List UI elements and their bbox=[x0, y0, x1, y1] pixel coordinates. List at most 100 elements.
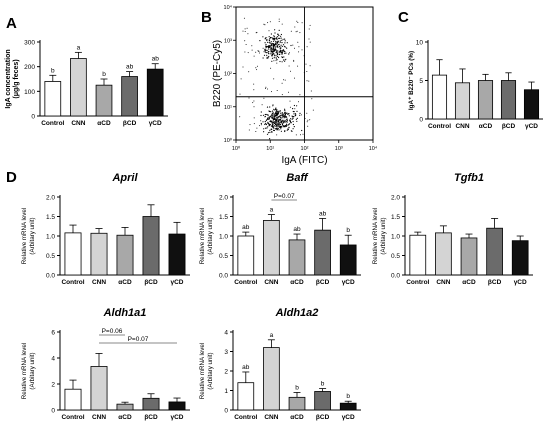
bar-0 bbox=[64, 232, 82, 276]
event-dot bbox=[285, 123, 288, 125]
y-tick-label: 5 bbox=[419, 78, 423, 85]
y-axis-label: (Arbitary unit) bbox=[29, 352, 36, 389]
event-dot bbox=[272, 47, 274, 49]
event-dot bbox=[267, 88, 269, 90]
event-dot bbox=[294, 114, 296, 116]
event-dot bbox=[281, 56, 283, 58]
y-tick-label: 100 bbox=[24, 89, 35, 96]
event-dot bbox=[275, 121, 277, 124]
event-dot bbox=[276, 129, 278, 131]
event-dot bbox=[270, 120, 272, 122]
event-dot bbox=[271, 120, 273, 122]
event-dot bbox=[289, 123, 291, 125]
event-dot bbox=[271, 42, 273, 44]
y-tick-label: 2.0 bbox=[391, 195, 400, 202]
y-axis-label: Relative mRNA level bbox=[199, 208, 206, 264]
bar-3 bbox=[142, 216, 160, 276]
event-dot bbox=[301, 49, 303, 51]
event-dot bbox=[282, 117, 284, 119]
event-dot bbox=[286, 47, 288, 49]
event-dot bbox=[272, 126, 274, 128]
bar-1 bbox=[90, 366, 108, 411]
bar-2 bbox=[288, 239, 306, 276]
event-dot bbox=[277, 117, 279, 119]
event-dot bbox=[270, 33, 272, 35]
event-dot bbox=[276, 62, 278, 64]
y-axis-label: (Arbitary unit) bbox=[29, 217, 36, 254]
event-dot bbox=[270, 51, 272, 53]
event-dot bbox=[269, 120, 271, 122]
panel-label-b: B bbox=[201, 9, 212, 26]
event-dot bbox=[275, 111, 277, 113]
x-tick-label: γCD bbox=[342, 279, 355, 286]
x-tick-label: Control bbox=[41, 120, 64, 127]
event-dot bbox=[277, 113, 279, 115]
x-tick-label: Control bbox=[234, 414, 257, 421]
y-axis-label: IgA⁺ B220⁻ PCs (%) bbox=[408, 51, 415, 110]
event-dot bbox=[288, 53, 290, 55]
event-dot bbox=[303, 55, 305, 57]
y-axis-label: (Arbitary unit) bbox=[380, 217, 387, 254]
event-dot bbox=[273, 121, 276, 123]
event-dot bbox=[269, 138, 271, 140]
event-dot bbox=[302, 133, 304, 135]
event-dot bbox=[247, 52, 249, 54]
event-dot bbox=[294, 26, 296, 28]
event-dot bbox=[310, 90, 312, 92]
event-dot bbox=[280, 35, 282, 37]
event-dot bbox=[306, 112, 308, 114]
event-dot bbox=[301, 129, 303, 132]
event-dot bbox=[265, 43, 267, 46]
event-dot bbox=[311, 98, 313, 100]
bar-0 bbox=[431, 74, 448, 120]
event-dot bbox=[290, 44, 292, 47]
x-tick-label: βCD bbox=[502, 123, 516, 130]
event-dot bbox=[284, 112, 286, 114]
event-dot bbox=[271, 47, 273, 49]
event-dot bbox=[265, 113, 267, 116]
event-dot bbox=[279, 45, 281, 48]
event-dot bbox=[308, 80, 310, 82]
event-dot bbox=[264, 50, 266, 52]
chart-title: Tgfb1 bbox=[454, 172, 484, 184]
y-tick-label: 10¹ bbox=[224, 105, 232, 111]
bar-2 bbox=[95, 84, 113, 117]
event-dot bbox=[267, 118, 269, 120]
event-dot bbox=[267, 117, 269, 119]
event-dot bbox=[265, 45, 267, 47]
event-dot bbox=[271, 57, 274, 59]
event-dot bbox=[268, 42, 270, 44]
x-tick-label: γCD bbox=[514, 279, 527, 286]
bar-3 bbox=[314, 229, 331, 276]
bar-4 bbox=[339, 244, 357, 276]
event-dot bbox=[299, 112, 301, 114]
event-dot bbox=[269, 129, 271, 131]
event-dot bbox=[273, 114, 275, 116]
event-dot bbox=[284, 109, 286, 111]
event-dot bbox=[267, 114, 269, 116]
event-dot bbox=[281, 112, 283, 114]
event-dot bbox=[278, 129, 280, 131]
event-dot bbox=[269, 45, 271, 47]
event-dot bbox=[265, 86, 267, 88]
event-dot bbox=[281, 123, 284, 125]
event-dot bbox=[308, 38, 310, 40]
event-dot bbox=[276, 50, 278, 53]
event-dot bbox=[273, 45, 275, 47]
event-dot bbox=[275, 122, 277, 124]
event-dot bbox=[283, 56, 285, 58]
event-dot bbox=[284, 125, 286, 127]
x-tick-label: αCD bbox=[290, 414, 304, 421]
sig-letter: b bbox=[102, 71, 106, 78]
event-dot bbox=[307, 119, 309, 121]
event-dot bbox=[253, 83, 255, 85]
panel-label-c: C bbox=[398, 9, 409, 26]
event-dot bbox=[276, 90, 278, 91]
event-dot bbox=[258, 52, 260, 54]
sig-letter: b bbox=[346, 393, 350, 400]
event-dot bbox=[277, 37, 279, 40]
event-dot bbox=[281, 53, 283, 55]
event-dot bbox=[264, 49, 266, 51]
y-tick-label: 1.0 bbox=[391, 234, 400, 241]
